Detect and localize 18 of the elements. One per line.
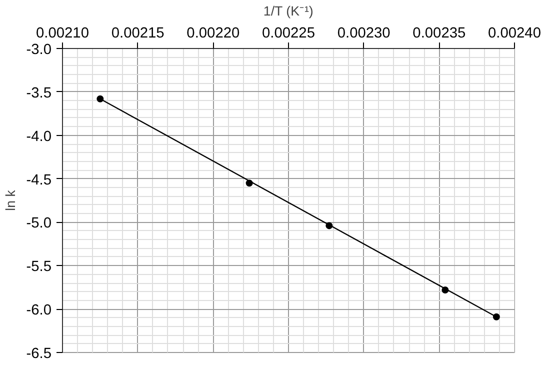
y-tick-label: -3.5 (26, 85, 52, 102)
y-tick-label: -5.0 (26, 216, 52, 232)
y-tick-label: -6.0 (26, 302, 52, 319)
y-tick-label: -5.5 (26, 259, 52, 276)
x-tick-label: 0.00215 (111, 26, 164, 42)
y-tick-label: -4.5 (26, 172, 52, 188)
y-tick-label: -3.0 (26, 42, 52, 58)
y-tick-label: -4.0 (26, 128, 52, 145)
x-axis-title: 1/T (K⁻¹) (263, 4, 314, 18)
x-tick-label: 0.00240 (488, 26, 541, 42)
x-tick-label: 0.00220 (186, 26, 240, 42)
x-tick-label: 0.00225 (262, 26, 315, 42)
x-tick-label: 0.00230 (337, 26, 390, 42)
y-axis-title: ln k (3, 190, 18, 211)
x-tick-label: 0.00210 (36, 26, 89, 42)
point (492, 313, 500, 320)
y-tick-label: -6.5 (26, 346, 52, 362)
x-tick-label: 0.00235 (412, 26, 466, 42)
